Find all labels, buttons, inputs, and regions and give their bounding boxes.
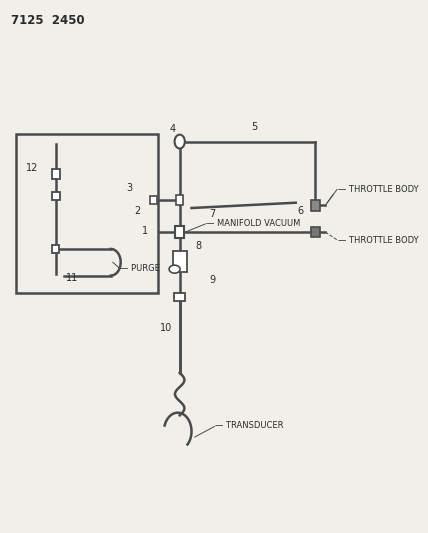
Text: — MANIFOLD VACUUM: — MANIFOLD VACUUM (206, 219, 301, 228)
Bar (174, 293, 185, 301)
Circle shape (175, 135, 185, 149)
Text: 10: 10 (160, 322, 172, 333)
Text: — PURGE: — PURGE (119, 264, 159, 273)
Text: 7125  2450: 7125 2450 (11, 14, 84, 27)
Bar (172, 251, 187, 272)
Text: — TRANSDUCER: — TRANSDUCER (215, 421, 284, 430)
Text: 11: 11 (65, 273, 78, 283)
Text: — THROTTLE BODY: — THROTTLE BODY (338, 185, 419, 194)
Bar (175, 225, 184, 238)
Bar (16, 134, 158, 293)
Bar (52, 245, 59, 253)
Text: 12: 12 (26, 163, 39, 173)
Text: 5: 5 (251, 122, 258, 132)
Text: 2: 2 (134, 206, 140, 216)
Ellipse shape (169, 265, 180, 273)
Text: 4: 4 (170, 124, 176, 134)
Bar (311, 200, 320, 211)
Text: 3: 3 (126, 183, 133, 193)
Text: 8: 8 (195, 241, 201, 251)
Text: 6: 6 (298, 206, 304, 216)
Bar (311, 227, 320, 237)
Bar (176, 195, 183, 205)
Bar (52, 191, 60, 200)
Text: 1: 1 (142, 226, 148, 236)
Text: 7: 7 (209, 209, 215, 220)
Bar (52, 169, 60, 179)
Text: 9: 9 (209, 275, 215, 285)
Bar (150, 196, 157, 204)
Text: — THROTTLE BODY: — THROTTLE BODY (338, 237, 419, 246)
